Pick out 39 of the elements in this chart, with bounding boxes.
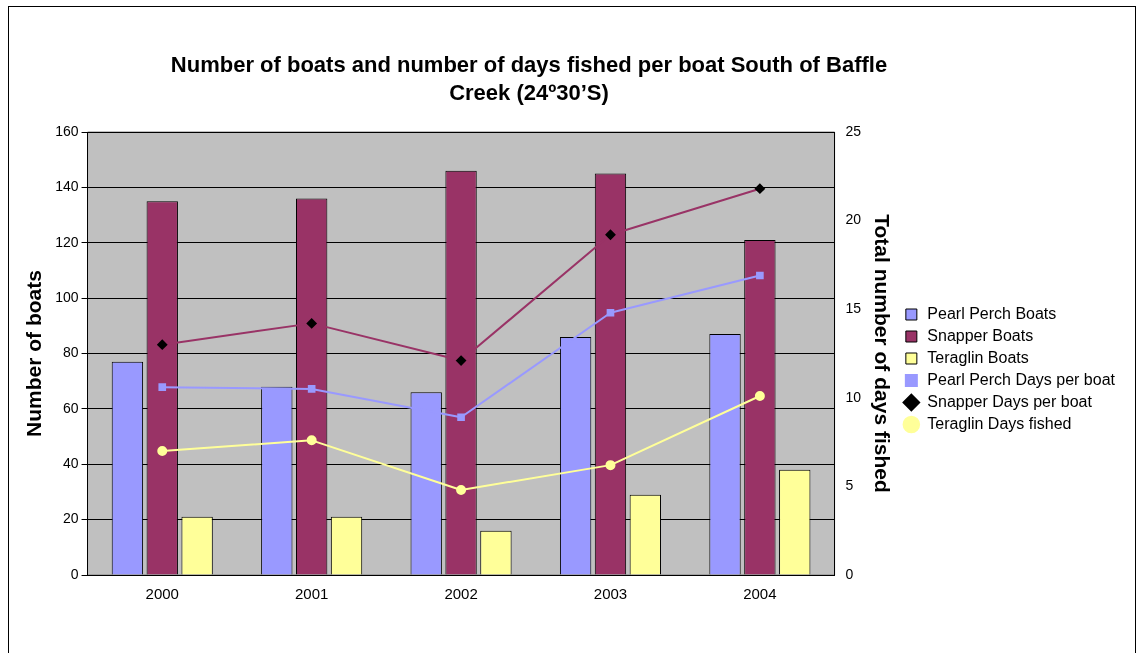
y2-tick-label: 5 (845, 477, 854, 494)
legend-label: Pearl Perch Days per boat (927, 370, 1116, 388)
x-tick-label: 2004 (743, 585, 777, 603)
point (307, 385, 316, 393)
y2-tick-label: 10 (845, 388, 862, 405)
y2-tick-label: 25 (845, 122, 862, 139)
point (306, 435, 317, 446)
y2-tick-label: 20 (845, 211, 862, 228)
legend-label: Snapper Days per boat (927, 392, 1093, 410)
y-tick-label: 20 (62, 510, 79, 527)
y-tick-label: 140 (55, 178, 79, 195)
chart-title: Number of boats and number of days fished per boat South of Baffle Creek (24º30’S) (169, 51, 889, 107)
point (754, 391, 765, 402)
y-tick-label: 0 (70, 565, 79, 582)
x-tick-label: 2001 (294, 585, 329, 603)
y-tick-label: 60 (62, 399, 79, 416)
legend-label: Pearl Perch Boats (927, 304, 1057, 322)
y2-axis-title: Total number of days fished (870, 214, 894, 493)
y-tick-label: 40 (62, 455, 79, 472)
y-tick-label: 100 (55, 288, 79, 305)
point (606, 308, 615, 317)
x-tick-label: 2003 (593, 585, 628, 603)
point (456, 484, 467, 495)
y2-tick-label: 0 (845, 565, 854, 582)
y-axis-title: Number of boats (22, 270, 46, 437)
point (605, 460, 616, 471)
point (157, 445, 168, 456)
legend-label: Snapper Boats (927, 326, 1034, 344)
x-tick-label: 2000 (145, 585, 179, 603)
legend-label: Teraglin Boats (927, 348, 1029, 366)
y-tick-label: 120 (55, 233, 79, 250)
point (756, 271, 764, 280)
point (457, 413, 465, 422)
y2-tick-label: 15 (845, 300, 862, 317)
legend-label: Teraglin Days fished (927, 414, 1072, 432)
y-tick-label: 80 (62, 344, 79, 361)
x-tick-label: 2002 (444, 585, 478, 603)
y-tick-label: 160 (55, 122, 79, 139)
point (158, 383, 167, 391)
